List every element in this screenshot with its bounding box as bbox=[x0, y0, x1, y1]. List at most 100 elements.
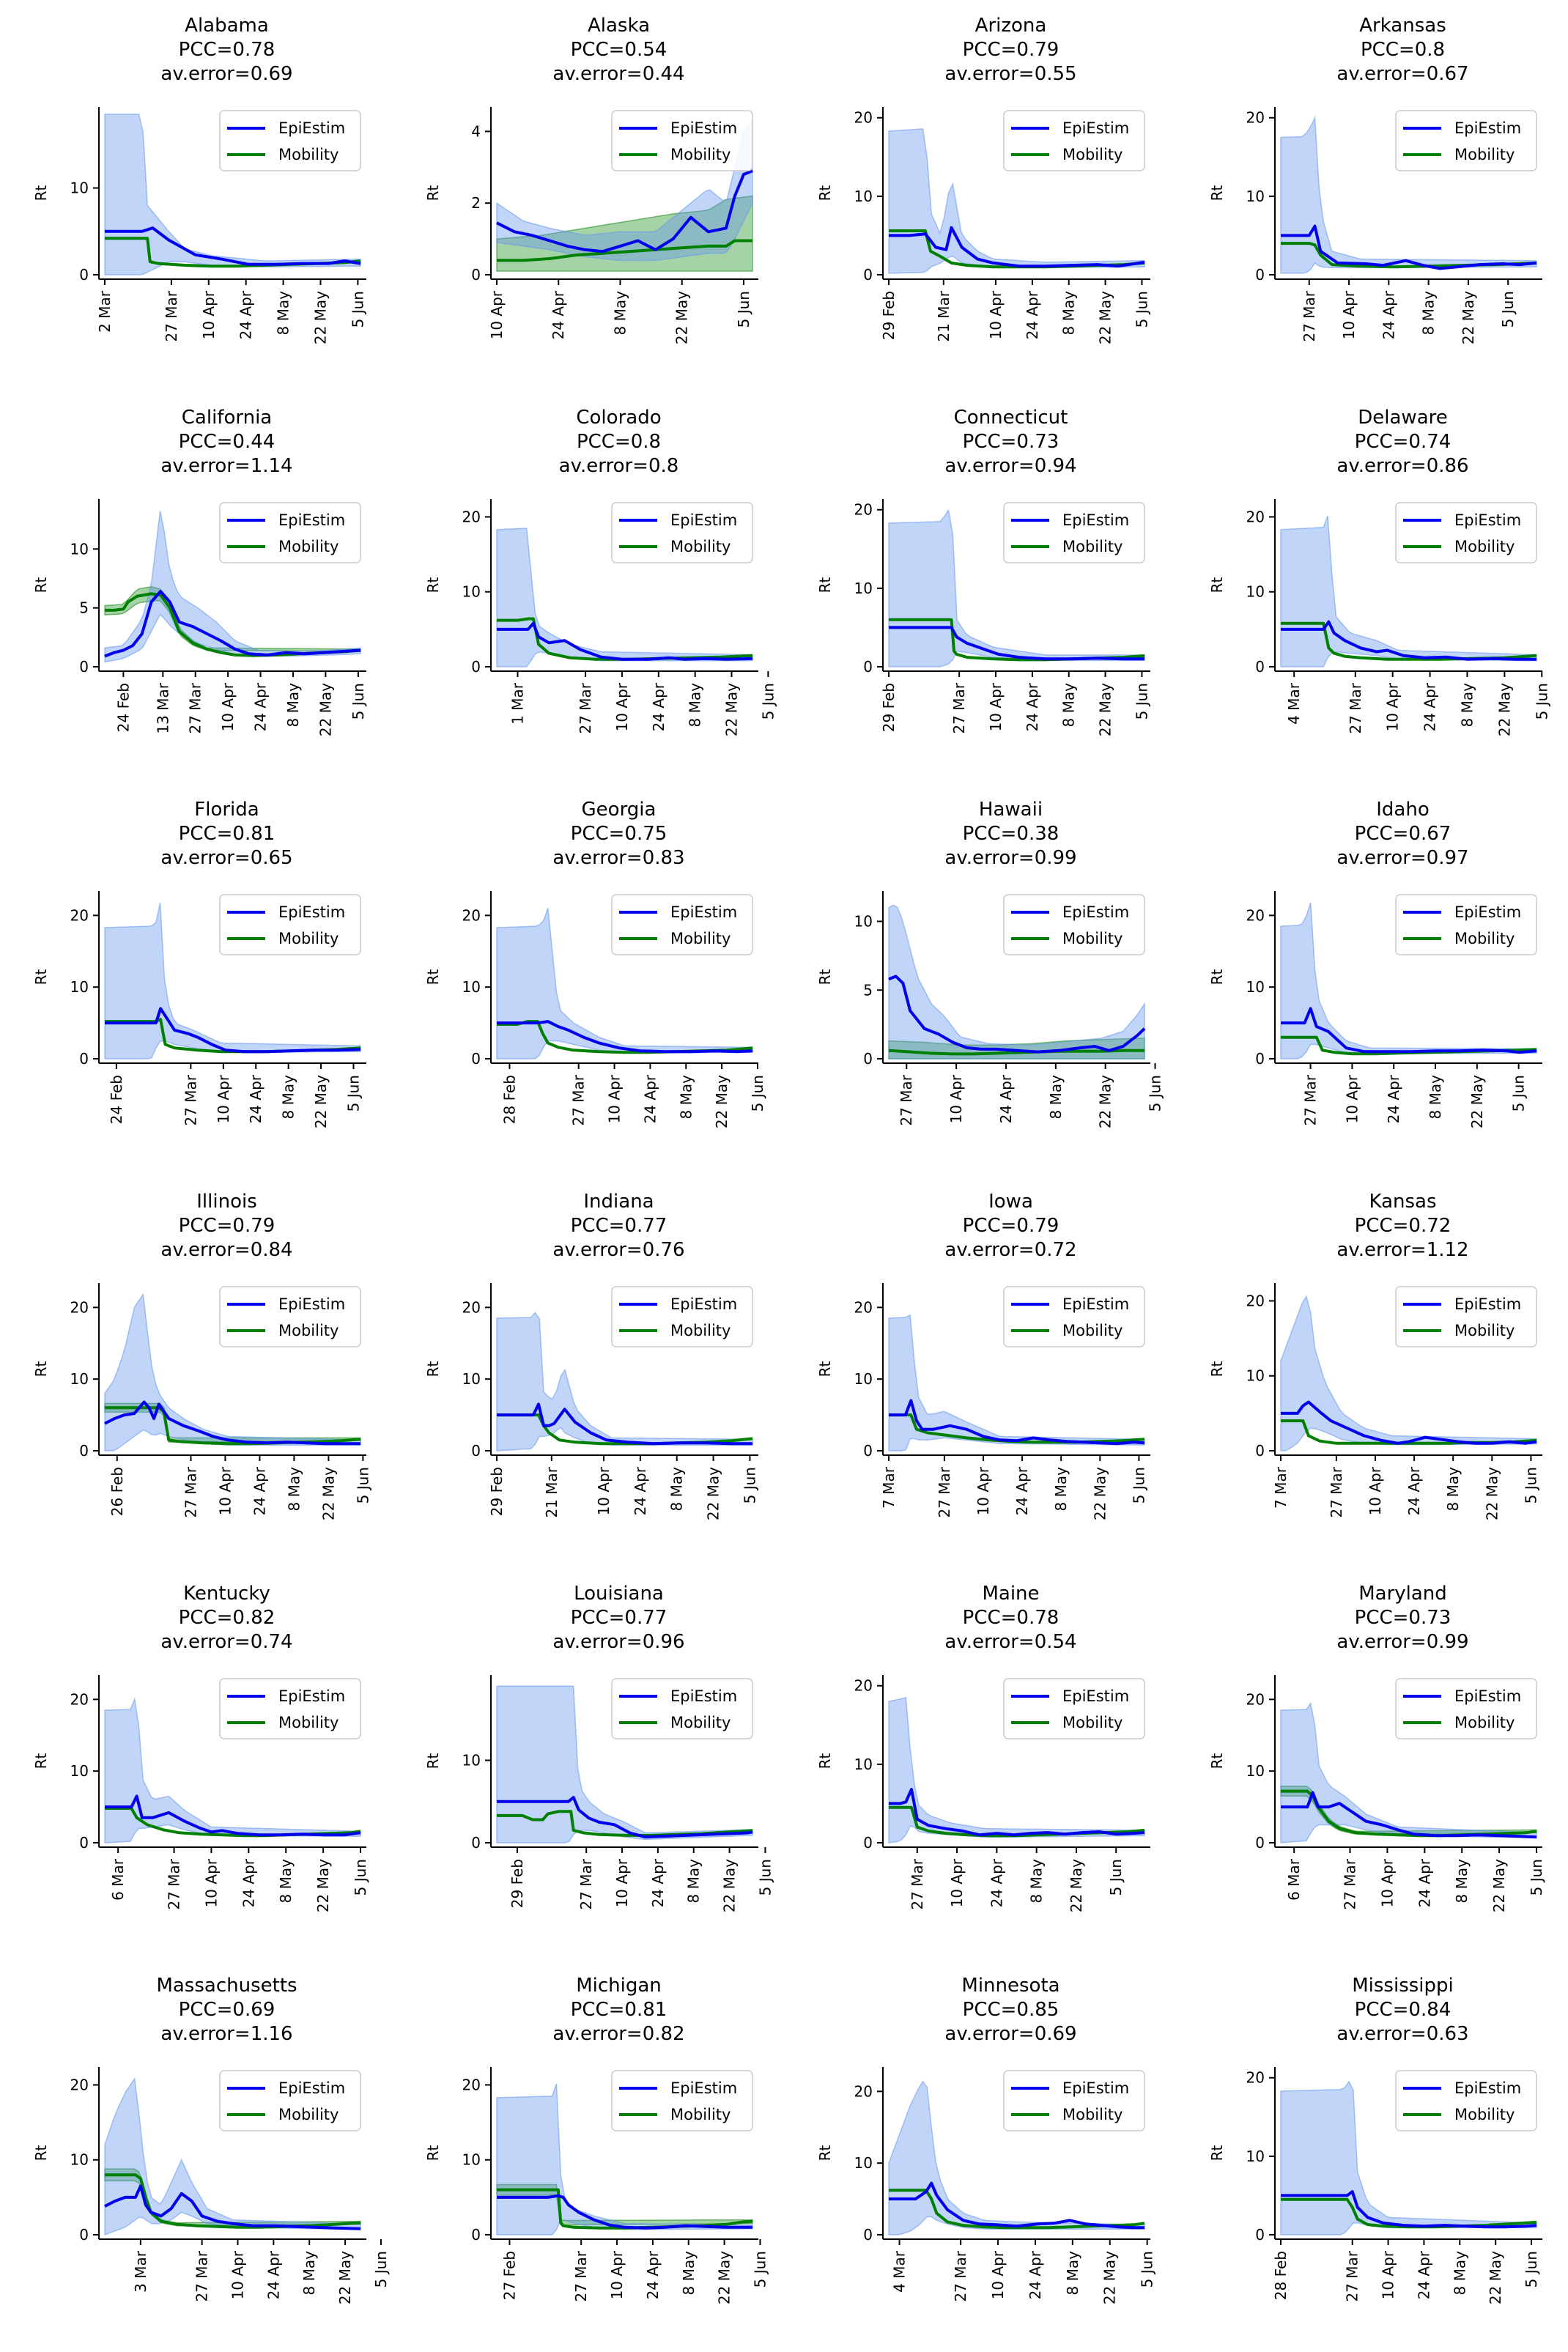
plot-area bbox=[888, 1696, 1145, 1843]
subplot-error: av.error=0.63 bbox=[1336, 2023, 1468, 2045]
x-tick-label: 22 May bbox=[716, 2251, 733, 2304]
series-line-mobility bbox=[888, 1049, 1144, 1056]
subplot-title: Georgia bbox=[582, 799, 657, 821]
x-tick-label: 24 Apr bbox=[649, 1858, 667, 1907]
y-tick-label: 20 bbox=[1246, 1690, 1265, 1708]
x-tick-label: 24 Feb bbox=[114, 683, 132, 732]
y-axis-label: Rt bbox=[816, 969, 834, 985]
x-tick-label: 27 Mar bbox=[936, 1466, 953, 1517]
series-line-epiestim bbox=[1281, 620, 1536, 661]
subplot-pcc: PCC=0.75 bbox=[571, 823, 667, 845]
y-axis-label: Rt bbox=[424, 577, 442, 593]
y-tick-label: 0 bbox=[471, 1834, 481, 1852]
y-tick-label: 0 bbox=[79, 658, 89, 676]
y-tick-label: 0 bbox=[863, 2226, 873, 2244]
x-tick-label: 27 Mar bbox=[163, 290, 180, 341]
y-tick-label: 10 bbox=[854, 1756, 873, 1773]
subplot-error: av.error=0.55 bbox=[944, 63, 1076, 85]
x-tick-label: 5 Jun bbox=[1528, 1859, 1545, 1896]
subplot-pcc: PCC=0.8 bbox=[1361, 39, 1445, 61]
legend: EpiEstim Mobility bbox=[1003, 110, 1145, 171]
x-tick-label: 8 May bbox=[280, 1075, 297, 1120]
y-tick-label: 5 bbox=[863, 981, 873, 999]
y-tick-label: 10 bbox=[1246, 1762, 1265, 1780]
plot-area bbox=[1280, 115, 1537, 274]
subplot-pcc: PCC=0.8 bbox=[577, 431, 661, 453]
x-tick-label: 8 May bbox=[1458, 683, 1476, 728]
x-tick-label: 22 May bbox=[713, 1075, 731, 1128]
x-tick-label: 8 May bbox=[1427, 1075, 1444, 1120]
y-tick-label: 20 bbox=[854, 1298, 873, 1316]
subplot-pcc: PCC=0.79 bbox=[963, 39, 1059, 61]
x-tick-label: 27 Mar bbox=[577, 682, 594, 733]
y-tick-label: 10 bbox=[70, 180, 89, 197]
plot-area bbox=[1280, 2080, 1537, 2235]
x-tick-label: 21 Mar bbox=[935, 290, 953, 341]
y-axis-label: Rt bbox=[424, 1361, 442, 1377]
x-tick-label: 5 Jun bbox=[756, 1859, 774, 1896]
legend: EpiEstim Mobility bbox=[611, 1678, 753, 1739]
legend: EpiEstim Mobility bbox=[1003, 1286, 1145, 1347]
subplot-error: av.error=0.94 bbox=[944, 455, 1076, 477]
x-tick-label: 24 Apr bbox=[632, 1466, 649, 1515]
subplot-error: av.error=0.83 bbox=[552, 847, 684, 869]
y-axis-label: Rt bbox=[424, 969, 442, 985]
legend-label: Mobility bbox=[670, 930, 731, 947]
subplot-error: av.error=0.74 bbox=[160, 1631, 292, 1653]
x-tick-label: 28 Feb bbox=[1272, 2251, 1290, 2300]
x-tick-label: 22 May bbox=[1487, 2251, 1504, 2304]
subplot-pcc: PCC=0.72 bbox=[1355, 1215, 1451, 1237]
x-tick-label: 8 May bbox=[1453, 1859, 1471, 1904]
legend-label: Mobility bbox=[1454, 1714, 1515, 1731]
y-axis-label: Rt bbox=[32, 577, 50, 593]
x-tick-label: 7 Mar bbox=[1272, 1466, 1290, 1509]
legend-label: Mobility bbox=[278, 2106, 339, 2123]
plot-area bbox=[496, 1312, 753, 1451]
x-tick-label: 5 Jun bbox=[1139, 2251, 1156, 2288]
y-axis-label: Rt bbox=[32, 185, 50, 201]
subplot-pcc: PCC=0.77 bbox=[571, 1215, 667, 1237]
legend: EpiEstim Mobility bbox=[1395, 110, 1537, 171]
legend-label: EpiEstim bbox=[278, 2079, 345, 2097]
y-axis-label: Rt bbox=[816, 2145, 834, 2161]
legend-label: EpiEstim bbox=[1062, 903, 1129, 921]
subplot-pcc: PCC=0.79 bbox=[963, 1215, 1059, 1237]
y-tick-label: 0 bbox=[863, 266, 873, 284]
plot-area bbox=[104, 114, 361, 275]
x-tick-label: 10 Apr bbox=[1380, 2250, 1397, 2299]
x-tick-label: 27 Mar bbox=[1342, 1858, 1359, 1909]
x-tick-label: 10 Apr bbox=[947, 1074, 965, 1123]
x-tick-label: 8 May bbox=[284, 683, 302, 728]
x-tick-label: 27 Mar bbox=[1328, 1466, 1345, 1517]
x-tick-label: 24 Apr bbox=[240, 1858, 257, 1907]
legend-label: Mobility bbox=[1454, 146, 1515, 163]
confidence-band-1 bbox=[888, 1314, 1145, 1451]
legend-label: Mobility bbox=[670, 2106, 731, 2123]
y-axis-label: Rt bbox=[424, 1753, 442, 1769]
x-tick-label: 24 Apr bbox=[1405, 1466, 1423, 1515]
x-tick-label: 21 Mar bbox=[543, 1466, 561, 1517]
subplot-pcc: PCC=0.69 bbox=[179, 1999, 275, 2021]
x-tick-label: 8 May bbox=[685, 1859, 703, 1904]
legend-label: Mobility bbox=[278, 930, 339, 947]
subplot-pcc: PCC=0.84 bbox=[1355, 1999, 1451, 2021]
y-tick-label: 0 bbox=[79, 1050, 89, 1068]
series-line-epiestim bbox=[1281, 1791, 1537, 1839]
subplot-title: Hawaii bbox=[979, 799, 1043, 821]
subplot-title: Mississippi bbox=[1352, 1975, 1454, 1997]
series-line-epiestim bbox=[104, 1400, 360, 1446]
y-axis-label: Rt bbox=[1208, 1361, 1226, 1377]
subplot-title: Minnesota bbox=[961, 1975, 1059, 1997]
x-tick-label: 24 Apr bbox=[650, 682, 667, 731]
x-tick-label: 10 Apr bbox=[200, 290, 218, 339]
y-axis-label: Rt bbox=[424, 185, 442, 201]
subplot-error: av.error=0.97 bbox=[1336, 847, 1468, 869]
x-tick-label: 22 May bbox=[1495, 683, 1513, 736]
x-tick-label: 2 Mar bbox=[96, 290, 114, 333]
